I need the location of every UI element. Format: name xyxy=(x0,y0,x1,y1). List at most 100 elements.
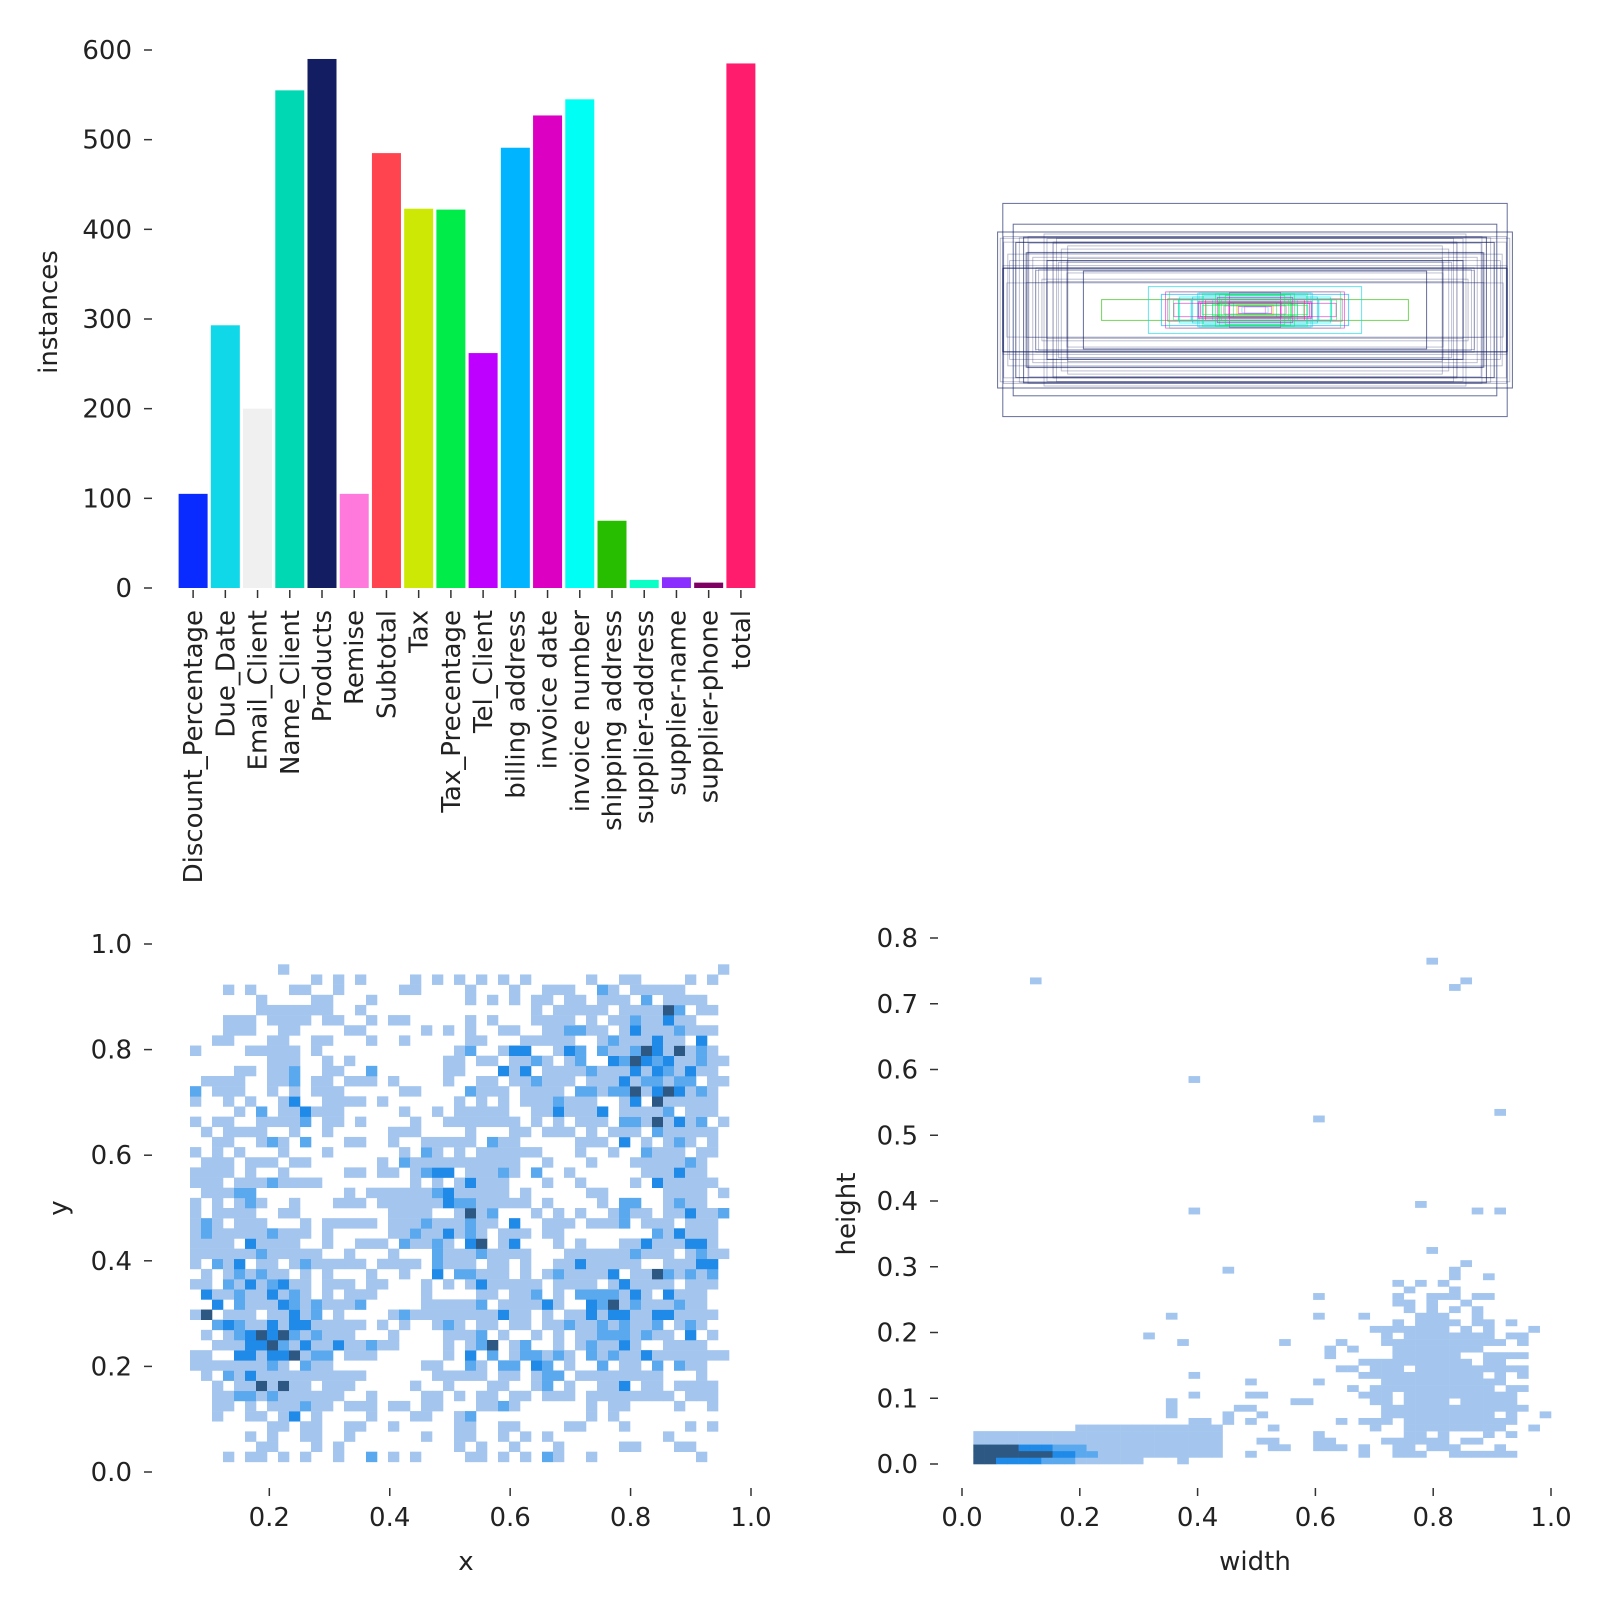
wh-cell xyxy=(1460,1385,1473,1392)
xy-cell xyxy=(278,1380,290,1392)
xy-cell xyxy=(641,1116,653,1128)
xy-cell xyxy=(388,1126,400,1138)
xy-cell xyxy=(465,1258,477,1270)
xy-cell xyxy=(377,1238,389,1249)
xy-cell xyxy=(531,1329,543,1341)
xy-cell xyxy=(443,1076,455,1087)
wh-cell xyxy=(973,1437,985,1445)
xy-cell xyxy=(443,1228,455,1239)
wh-cell xyxy=(1449,1293,1461,1300)
xy-cell xyxy=(498,1451,510,1463)
wh-cell xyxy=(1381,1371,1393,1379)
wh-cell xyxy=(1335,1339,1348,1346)
wh-cell xyxy=(1415,1391,1427,1399)
xy-cell xyxy=(256,1451,268,1463)
wh-cell xyxy=(1505,1332,1518,1340)
xy-cell xyxy=(707,1350,719,1361)
xy-cell xyxy=(234,1350,246,1361)
xy-cell xyxy=(300,1218,312,1229)
box-jitter-34 xyxy=(1237,306,1273,314)
xy-cell xyxy=(234,1390,246,1402)
xy-cell xyxy=(311,1319,323,1331)
xy-cell xyxy=(674,1086,686,1097)
xy-cell xyxy=(201,1370,213,1381)
xy-cell xyxy=(696,1177,708,1188)
xy-cell xyxy=(201,1187,213,1199)
wh-cell xyxy=(1471,1345,1484,1353)
xy-cell xyxy=(432,1147,444,1158)
xy-cell xyxy=(344,1279,356,1290)
xy-cell xyxy=(575,1340,587,1351)
wh-cell xyxy=(995,1431,1008,1438)
xy-cell xyxy=(663,1279,675,1290)
xy-cell xyxy=(223,1116,235,1128)
xy-cell xyxy=(575,1136,587,1148)
wh-cell xyxy=(1483,1385,1495,1392)
xy-cell xyxy=(531,994,543,1006)
xy-cell xyxy=(256,1258,268,1270)
wh-cell xyxy=(1324,1444,1337,1452)
xy-cell xyxy=(267,1035,279,1046)
xy-cell xyxy=(300,1116,312,1128)
xy-cell xyxy=(663,1177,675,1188)
xy-cell xyxy=(333,1258,345,1270)
xy-heatmap-cells xyxy=(190,964,730,1463)
box-jitter-6 xyxy=(1057,261,1453,359)
xy-cell xyxy=(256,1238,268,1249)
xy-cell xyxy=(311,1329,323,1341)
box-jitter-57 xyxy=(1201,305,1309,315)
wh-cell xyxy=(1483,1398,1495,1406)
wh-cell xyxy=(1437,1332,1450,1340)
xy-cell xyxy=(586,1411,598,1422)
xy-cell xyxy=(663,1167,675,1178)
xy-cell xyxy=(212,1289,224,1300)
xy-cell xyxy=(223,984,235,996)
xy-cell xyxy=(322,1380,334,1392)
xy-cell xyxy=(586,1025,598,1036)
wh-cell xyxy=(1188,1371,1201,1379)
xy-cell xyxy=(223,1370,235,1381)
xy-cell xyxy=(267,1441,279,1452)
xy-cell xyxy=(564,994,576,1006)
xy-cell xyxy=(564,1025,576,1036)
wh-cell xyxy=(1471,1411,1484,1419)
xy-cell xyxy=(278,1279,290,1290)
xy-cell xyxy=(674,1258,686,1270)
xy-cell xyxy=(311,1360,323,1371)
xy-cell xyxy=(311,994,323,1006)
box-jitter-23 xyxy=(1003,241,1507,379)
wh-cell xyxy=(1007,1437,1019,1445)
wh-cell xyxy=(1381,1398,1393,1406)
xy-cell xyxy=(696,1238,708,1249)
xy-cell xyxy=(542,1015,554,1026)
wh-cell xyxy=(1165,1404,1178,1412)
wh-cell xyxy=(1483,1332,1495,1340)
xy-cell xyxy=(608,1370,620,1381)
xy-cell xyxy=(256,1390,268,1402)
xy-cell xyxy=(586,1451,598,1463)
xy-cell xyxy=(410,1177,422,1188)
xy-cell xyxy=(663,1136,675,1148)
wh-cell xyxy=(1437,1312,1450,1320)
wh-cell xyxy=(1426,1247,1439,1254)
box-jitter-3 xyxy=(1032,256,1478,364)
xy-cell xyxy=(652,1147,664,1158)
xy-cell xyxy=(542,1197,554,1209)
wh-cell xyxy=(1052,1444,1065,1452)
xy-cell xyxy=(685,1441,697,1452)
xy-cell xyxy=(586,1299,598,1310)
xy-cell xyxy=(245,1187,257,1199)
xy-cell xyxy=(597,1025,609,1036)
wh-cell xyxy=(995,1450,1008,1458)
wh-cell xyxy=(1188,1437,1201,1445)
xy-cell xyxy=(212,1390,224,1402)
xy-cell xyxy=(256,1045,268,1056)
xy-cell xyxy=(597,1309,609,1320)
xy-cell xyxy=(443,1197,455,1209)
xy-cell xyxy=(333,1319,345,1331)
xy-cell xyxy=(388,1197,400,1209)
xy-cell xyxy=(608,1086,620,1097)
xy-cell xyxy=(674,1167,686,1178)
xy-cell xyxy=(476,1289,488,1300)
xy-cell xyxy=(663,1106,675,1117)
